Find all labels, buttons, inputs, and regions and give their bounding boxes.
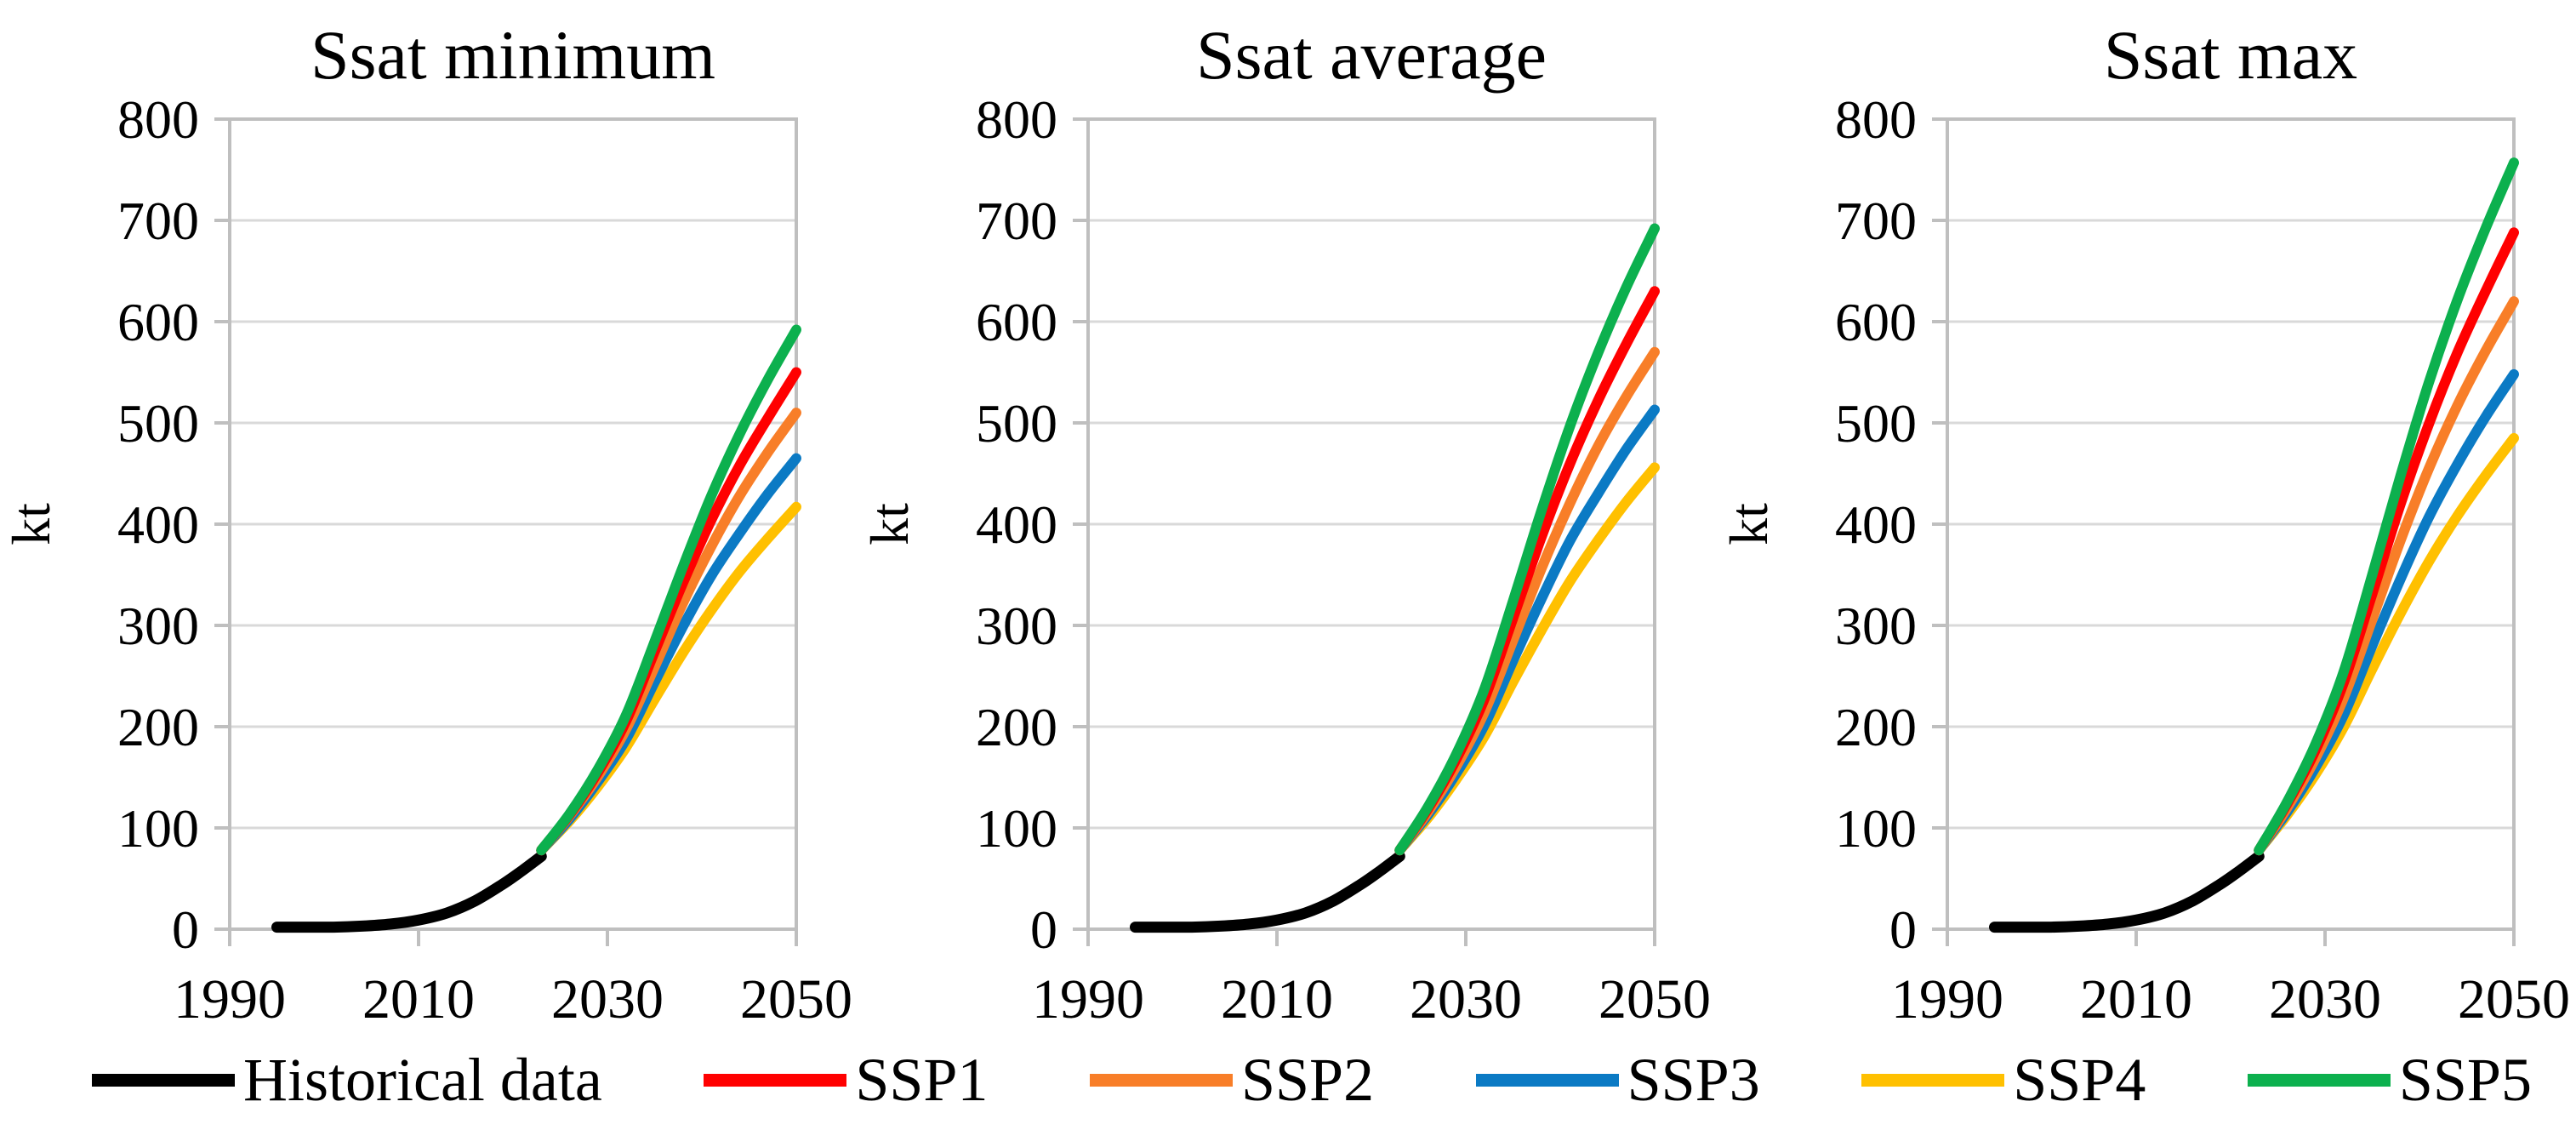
y-tick-label: 100	[1835, 798, 1917, 859]
series-historical-data-line	[271, 850, 547, 933]
chart-svg: 0 100 200 300 400 500 600 700 800 1990 2010 2030 205…	[1, 16, 852, 1030]
ssp1-line-swatch	[704, 1073, 847, 1087]
chart-svg: 0 100 200 300 400 500 600 700 800 1990 2010 2030 205…	[1718, 16, 2570, 1030]
legend-label: SSP3	[1627, 1046, 1760, 1114]
y-tick-label: 500	[117, 393, 199, 454]
y-axis-unit-label: kt	[1718, 503, 1779, 545]
y-tick-label: 800	[1835, 89, 1917, 150]
legend-item-ssp4: SSP4	[1861, 1049, 2146, 1110]
x-tick-label: 2010	[362, 968, 475, 1030]
y-axis-unit-label: kt	[859, 503, 920, 545]
plot-border	[1086, 117, 1657, 931]
x-tick-label: 2050	[2458, 968, 2570, 1030]
y-tick-label: 300	[117, 596, 199, 656]
y-tick-label: 400	[976, 494, 1057, 555]
y-tick-label: 0	[1889, 899, 1917, 960]
x-tick-label: 1990	[1891, 968, 2003, 1030]
y-tick-label: 600	[1835, 292, 1917, 352]
ssp5-line-swatch	[2247, 1073, 2391, 1087]
series-historical-data-line	[1988, 850, 2265, 933]
y-tick-label: 700	[1835, 191, 1917, 251]
series-ssp2-line	[536, 408, 801, 856]
legend-label: SSP2	[1240, 1046, 1375, 1114]
chart-title: Ssat max	[2103, 16, 2357, 94]
y-tick-label: 0	[1030, 899, 1057, 960]
series-ssp2-line	[2253, 296, 2519, 856]
chart-panel-ssat-average: 0 100 200 300 400 500 600 700 800 1990 2010 2030 205…	[858, 0, 1717, 1030]
legend-item-ssp3: SSP3	[1475, 1046, 1760, 1114]
y-tick-label: 700	[976, 191, 1057, 251]
y-tick-label: 100	[117, 798, 199, 859]
x-tick-label: 2030	[551, 968, 664, 1030]
legend-label: SSP1	[855, 1046, 989, 1114]
y-tick-label: 300	[1835, 596, 1917, 656]
chart-panel-ssat-max: 0 100 200 300 400 500 600 700 800 1990 2010 2030 205…	[1718, 0, 2576, 1030]
historical-line-swatch	[92, 1073, 235, 1087]
ssp2-line-swatch	[1089, 1073, 1233, 1087]
y-tick-label: 600	[117, 292, 199, 352]
y-tick-label: 700	[117, 191, 199, 251]
legend-item-ssp5: SSP5	[2247, 1046, 2532, 1114]
y-tick-label: 600	[976, 292, 1057, 352]
y-tick-label: 0	[172, 899, 199, 960]
chart-panel-ssat-minimum: 0 100 200 300 400 500 600 700 800 1990 2010 2030 205…	[0, 0, 858, 1030]
y-tick-label: 800	[976, 89, 1057, 150]
y-tick-label: 800	[117, 89, 199, 150]
charts-row: 0 100 200 300 400 500 600 700 800 1990 2010 2030 205…	[0, 0, 2576, 1030]
x-tick-label: 2050	[740, 968, 852, 1030]
legend-item-ssp1: SSP1	[704, 1049, 988, 1110]
series-ssp5-line	[536, 324, 801, 856]
series-ssp5-line	[1394, 223, 1661, 856]
ssp4-line-swatch	[1861, 1073, 2005, 1087]
x-tick-label: 1990	[174, 968, 286, 1030]
x-tick-label: 2030	[1410, 968, 1522, 1030]
legend-label: SSP4	[2013, 1046, 2146, 1114]
y-tick-label: 200	[976, 697, 1057, 757]
legend: Historical data SSP1 SSP2 SSP3 SSP4 SSP5	[0, 1030, 2576, 1130]
y-tick-label: 100	[976, 798, 1057, 859]
x-tick-label: 2050	[1599, 968, 1711, 1030]
x-tick-label: 2010	[1221, 968, 1333, 1030]
y-tick-label: 300	[976, 596, 1057, 656]
legend-item-ssp2: SSP2	[1089, 1046, 1375, 1114]
series-historical-data-line	[1130, 850, 1406, 933]
x-tick-label: 1990	[1032, 968, 1144, 1030]
y-tick-label: 500	[976, 393, 1057, 454]
y-tick-label: 400	[117, 494, 199, 555]
chart-title: Ssat average	[1196, 16, 1547, 94]
y-axis-unit-label: kt	[1, 503, 61, 545]
series-ssp5-line	[2253, 157, 2519, 856]
legend-label: SSP5	[2398, 1046, 2532, 1114]
chart-title: Ssat minimum	[311, 16, 715, 94]
ssp3-line-swatch	[1475, 1073, 1619, 1087]
plot-border	[1945, 117, 2516, 931]
y-tick-label: 400	[1835, 494, 1917, 555]
chart-svg: 0 100 200 300 400 500 600 700 800 1990 2010 2030 205…	[859, 16, 1711, 1030]
x-tick-label: 2010	[2080, 968, 2192, 1030]
legend-label: Historical data	[243, 1046, 602, 1114]
y-tick-label: 500	[1835, 393, 1917, 454]
y-tick-label: 200	[117, 697, 199, 757]
series-ssp2-line	[1394, 346, 1661, 856]
x-tick-label: 2030	[2269, 968, 2381, 1030]
y-tick-label: 200	[1835, 697, 1917, 757]
legend-item-historical: Historical data	[92, 1049, 602, 1110]
